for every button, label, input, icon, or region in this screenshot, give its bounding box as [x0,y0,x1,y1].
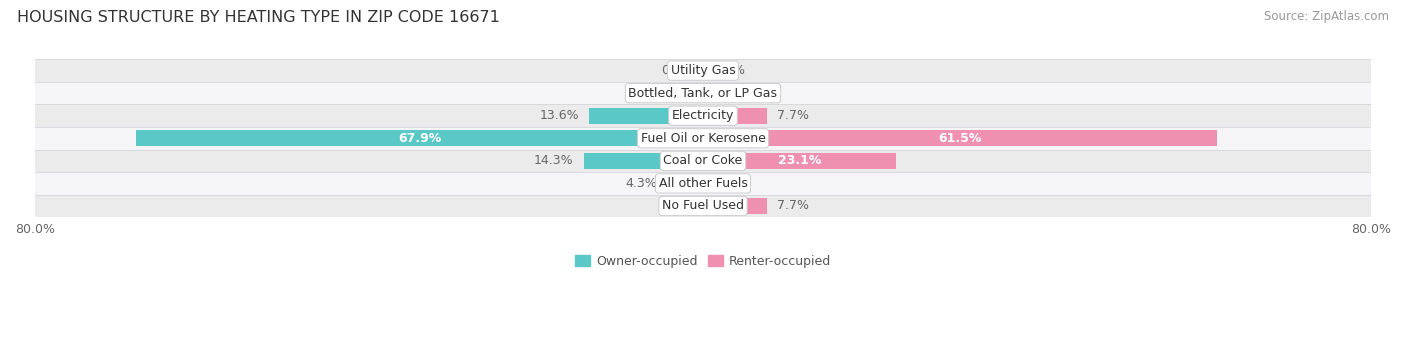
Bar [703,198,768,214]
Bar [703,153,896,169]
Text: 0.0%: 0.0% [661,64,693,77]
Legend: Owner-occupied, Renter-occupied: Owner-occupied, Renter-occupied [575,255,831,268]
Text: HOUSING STRUCTURE BY HEATING TYPE IN ZIP CODE 16671: HOUSING STRUCTURE BY HEATING TYPE IN ZIP… [17,10,499,25]
Text: No Fuel Used: No Fuel Used [662,199,744,212]
Text: 0.0%: 0.0% [713,87,745,100]
Text: 14.3%: 14.3% [534,154,574,167]
Text: 61.5%: 61.5% [938,132,981,145]
Bar [35,150,1371,172]
Text: Fuel Oil or Kerosene: Fuel Oil or Kerosene [641,132,765,145]
Bar [35,82,1371,104]
Text: Source: ZipAtlas.com: Source: ZipAtlas.com [1264,10,1389,23]
Bar [583,153,703,169]
Text: Electricity: Electricity [672,109,734,122]
Text: 67.9%: 67.9% [398,132,441,145]
Text: All other Fuels: All other Fuels [658,177,748,190]
Bar [666,176,703,191]
Text: 7.7%: 7.7% [778,199,810,212]
Text: 13.6%: 13.6% [540,109,579,122]
Bar [35,172,1371,195]
Bar [703,108,768,124]
Text: 0.0%: 0.0% [661,87,693,100]
Text: 0.0%: 0.0% [661,199,693,212]
Bar [136,130,703,146]
Text: 7.7%: 7.7% [778,109,810,122]
Text: Coal or Coke: Coal or Coke [664,154,742,167]
Text: 4.3%: 4.3% [626,177,657,190]
Bar [35,195,1371,217]
Text: 0.0%: 0.0% [713,64,745,77]
Text: Bottled, Tank, or LP Gas: Bottled, Tank, or LP Gas [628,87,778,100]
Bar [703,130,1216,146]
Bar [35,127,1371,150]
Bar [35,104,1371,127]
Text: 0.0%: 0.0% [713,177,745,190]
Text: Utility Gas: Utility Gas [671,64,735,77]
Text: 23.1%: 23.1% [778,154,821,167]
Bar [35,59,1371,82]
Bar [589,108,703,124]
